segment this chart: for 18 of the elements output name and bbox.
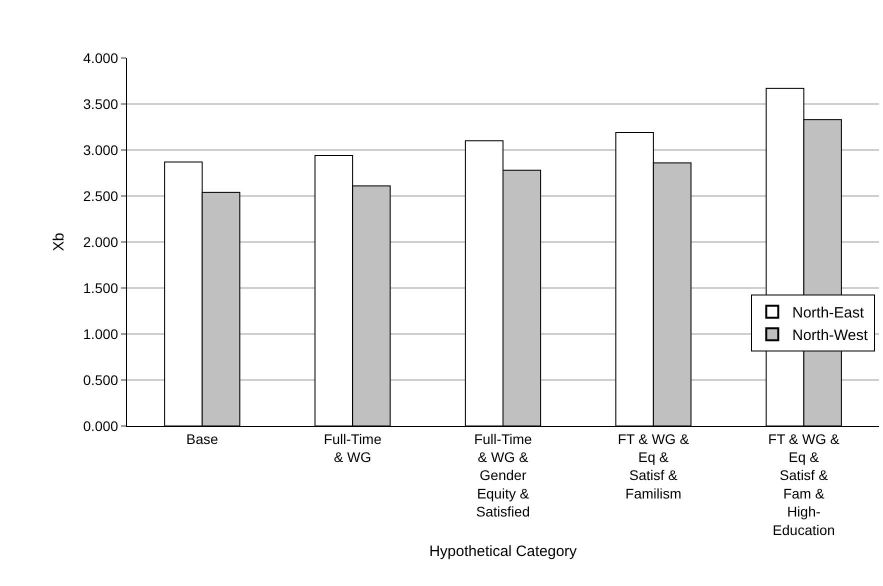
x-tick-label: Base [186,430,218,447]
y-tick-label: 3.500 [83,96,118,112]
y-tick-label: 1.500 [83,280,118,296]
y-tick-label: 3.000 [83,142,118,158]
y-tick-label: 2.000 [83,234,118,250]
legend-label: North-West [792,327,869,344]
y-tick-label: 2.500 [83,188,118,204]
y-tick-label: 0.500 [83,372,118,388]
y-tick-label: 0.000 [83,418,118,434]
x-tick-label: FT & WG & Eq & Satisf & Familism [618,430,690,502]
y-tick-label: 4.000 [83,50,118,66]
y-tick-label: 1.000 [83,326,118,342]
legend-label: North-East [792,304,865,322]
x-tick-label: Full-Time & WG & Gender Equity & Satisfied [474,430,532,520]
y-axis-title: Xb [50,232,68,252]
x-axis-title: Hypothetical Category [429,542,578,560]
x-tick-label: Full-Time & WG [324,430,382,465]
x-tick-label: FT & WG & Eq & Satisf & Fam & High-Education [768,430,840,538]
